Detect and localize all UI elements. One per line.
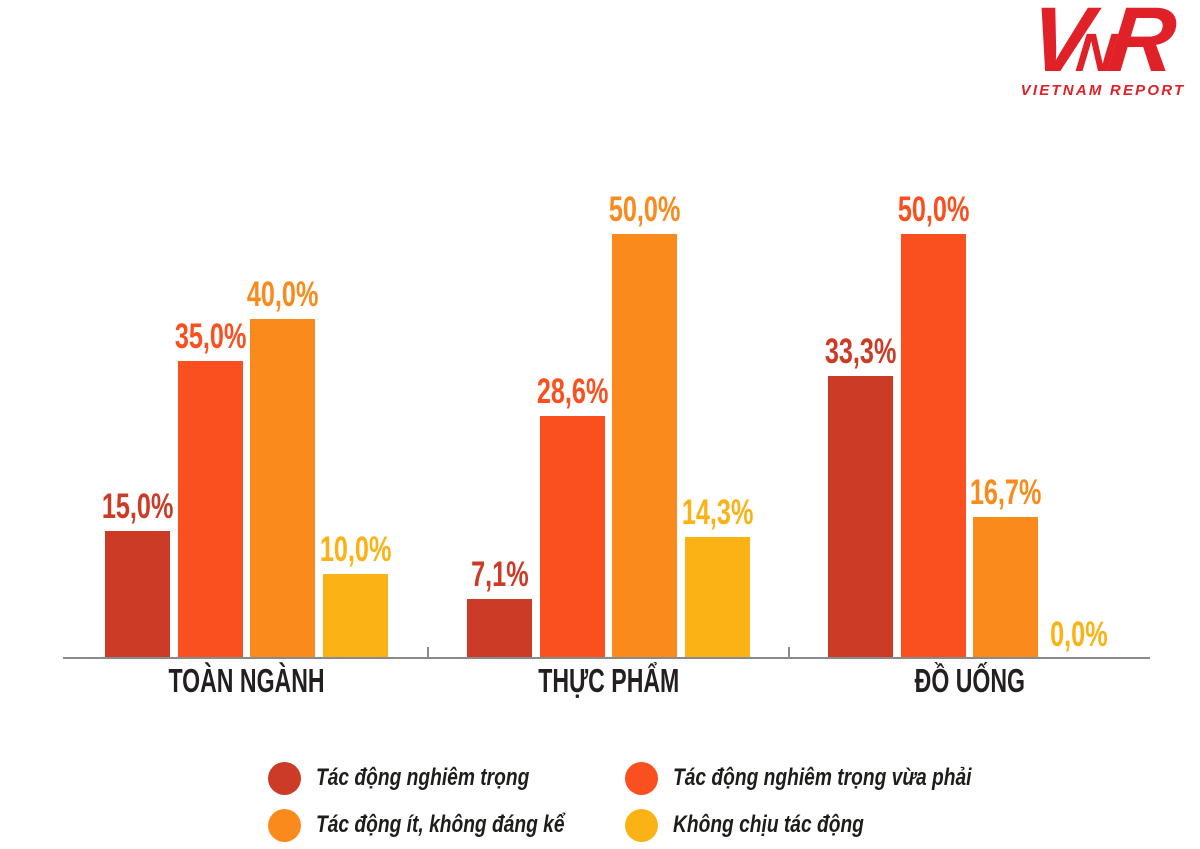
legend-label: Không chịu tác động bbox=[673, 811, 864, 838]
bar-value-label: 50,0% bbox=[833, 190, 1033, 229]
bar-value-label: 28,6% bbox=[472, 372, 672, 411]
legend-swatch-circle bbox=[625, 761, 658, 795]
bar-value-text: 40,0% bbox=[247, 275, 319, 314]
category-label-text: ĐỒ UỐNG bbox=[914, 662, 1025, 699]
bar-value-text: 7,1% bbox=[470, 555, 529, 594]
bar-value-label: 15,0% bbox=[38, 487, 238, 526]
legend-swatch-circle bbox=[268, 808, 301, 842]
category-label: ĐỒ UỐNG bbox=[820, 663, 1120, 699]
bar-value-text: 16,7% bbox=[970, 473, 1042, 512]
category-label-text: TOÀN NGÀNH bbox=[168, 662, 325, 699]
legend-item: Tác động nghiêm trọng bbox=[268, 761, 583, 795]
bar-series-2-group-3 bbox=[900, 234, 966, 659]
legend-swatch-circle bbox=[625, 808, 658, 842]
legend-item: Không chịu tác động bbox=[625, 808, 912, 842]
bar-value-label: 0,0% bbox=[979, 615, 1179, 654]
legend-item: Tác động nghiêm trọng vừa phải bbox=[625, 761, 1046, 795]
bar-value-text: 50,0% bbox=[609, 190, 681, 229]
bar-series-2-group-2 bbox=[539, 416, 605, 659]
vnr-logo-mark: VNR bbox=[1004, 0, 1200, 91]
legend-label: Tác động ít, không đáng kể bbox=[316, 811, 565, 838]
axis-tick bbox=[427, 647, 429, 658]
bar-value-text: 15,0% bbox=[101, 487, 174, 526]
category-label-text: THỰC PHẨM bbox=[538, 662, 680, 699]
category-label: THỰC PHẨM bbox=[459, 663, 759, 699]
bar-series-1-group-2 bbox=[467, 599, 532, 659]
bar-series-4-group-1 bbox=[323, 574, 389, 659]
legend-item: Tác động ít, không đáng kể bbox=[268, 808, 627, 842]
bar-series-1-group-3 bbox=[828, 376, 893, 659]
bar-value-label: 16,7% bbox=[906, 473, 1106, 512]
legend-swatch-circle bbox=[268, 761, 301, 795]
x-axis-line bbox=[63, 657, 1150, 659]
legend-label: Tác động nghiêm trọng bbox=[316, 764, 530, 791]
category-label: TOÀN NGÀNH bbox=[97, 663, 397, 699]
bar-series-1-group-1 bbox=[105, 531, 170, 659]
bar-value-label: 40,0% bbox=[183, 275, 383, 314]
bar-series-4-group-2 bbox=[685, 537, 751, 659]
bar-value-label: 7,1% bbox=[400, 555, 600, 594]
bar-value-label: 50,0% bbox=[545, 190, 745, 229]
bar-value-text: 33,3% bbox=[824, 332, 897, 371]
bar-series-2-group-1 bbox=[177, 361, 243, 659]
bar-series-3-group-3 bbox=[973, 517, 1039, 659]
bar-value-text: 0,0% bbox=[1049, 615, 1108, 654]
vnr-logo: VNR VIETNAM REPORT bbox=[1008, 0, 1198, 99]
axis-tick bbox=[788, 647, 790, 658]
vnr-logo-text: VIETNAM REPORT bbox=[1020, 82, 1186, 99]
bar-value-label: 33,3% bbox=[761, 332, 961, 371]
bar-value-text: 35,0% bbox=[174, 317, 246, 356]
bar-value-text: 28,6% bbox=[536, 372, 608, 411]
bar-value-text: 10,0% bbox=[319, 530, 392, 569]
bar-value-text: 14,3% bbox=[681, 493, 754, 532]
logo-letter-r: R bbox=[1103, 0, 1181, 91]
bar-series-3-group-2 bbox=[612, 234, 678, 659]
legend-label: Tác động nghiêm trọng vừa phải bbox=[673, 764, 972, 791]
bar-value-label: 35,0% bbox=[110, 317, 310, 356]
bar-series-3-group-1 bbox=[250, 319, 316, 659]
bar-value-text: 50,0% bbox=[897, 190, 969, 229]
bar-value-label: 10,0% bbox=[256, 530, 456, 569]
bar-value-label: 14,3% bbox=[618, 493, 818, 532]
